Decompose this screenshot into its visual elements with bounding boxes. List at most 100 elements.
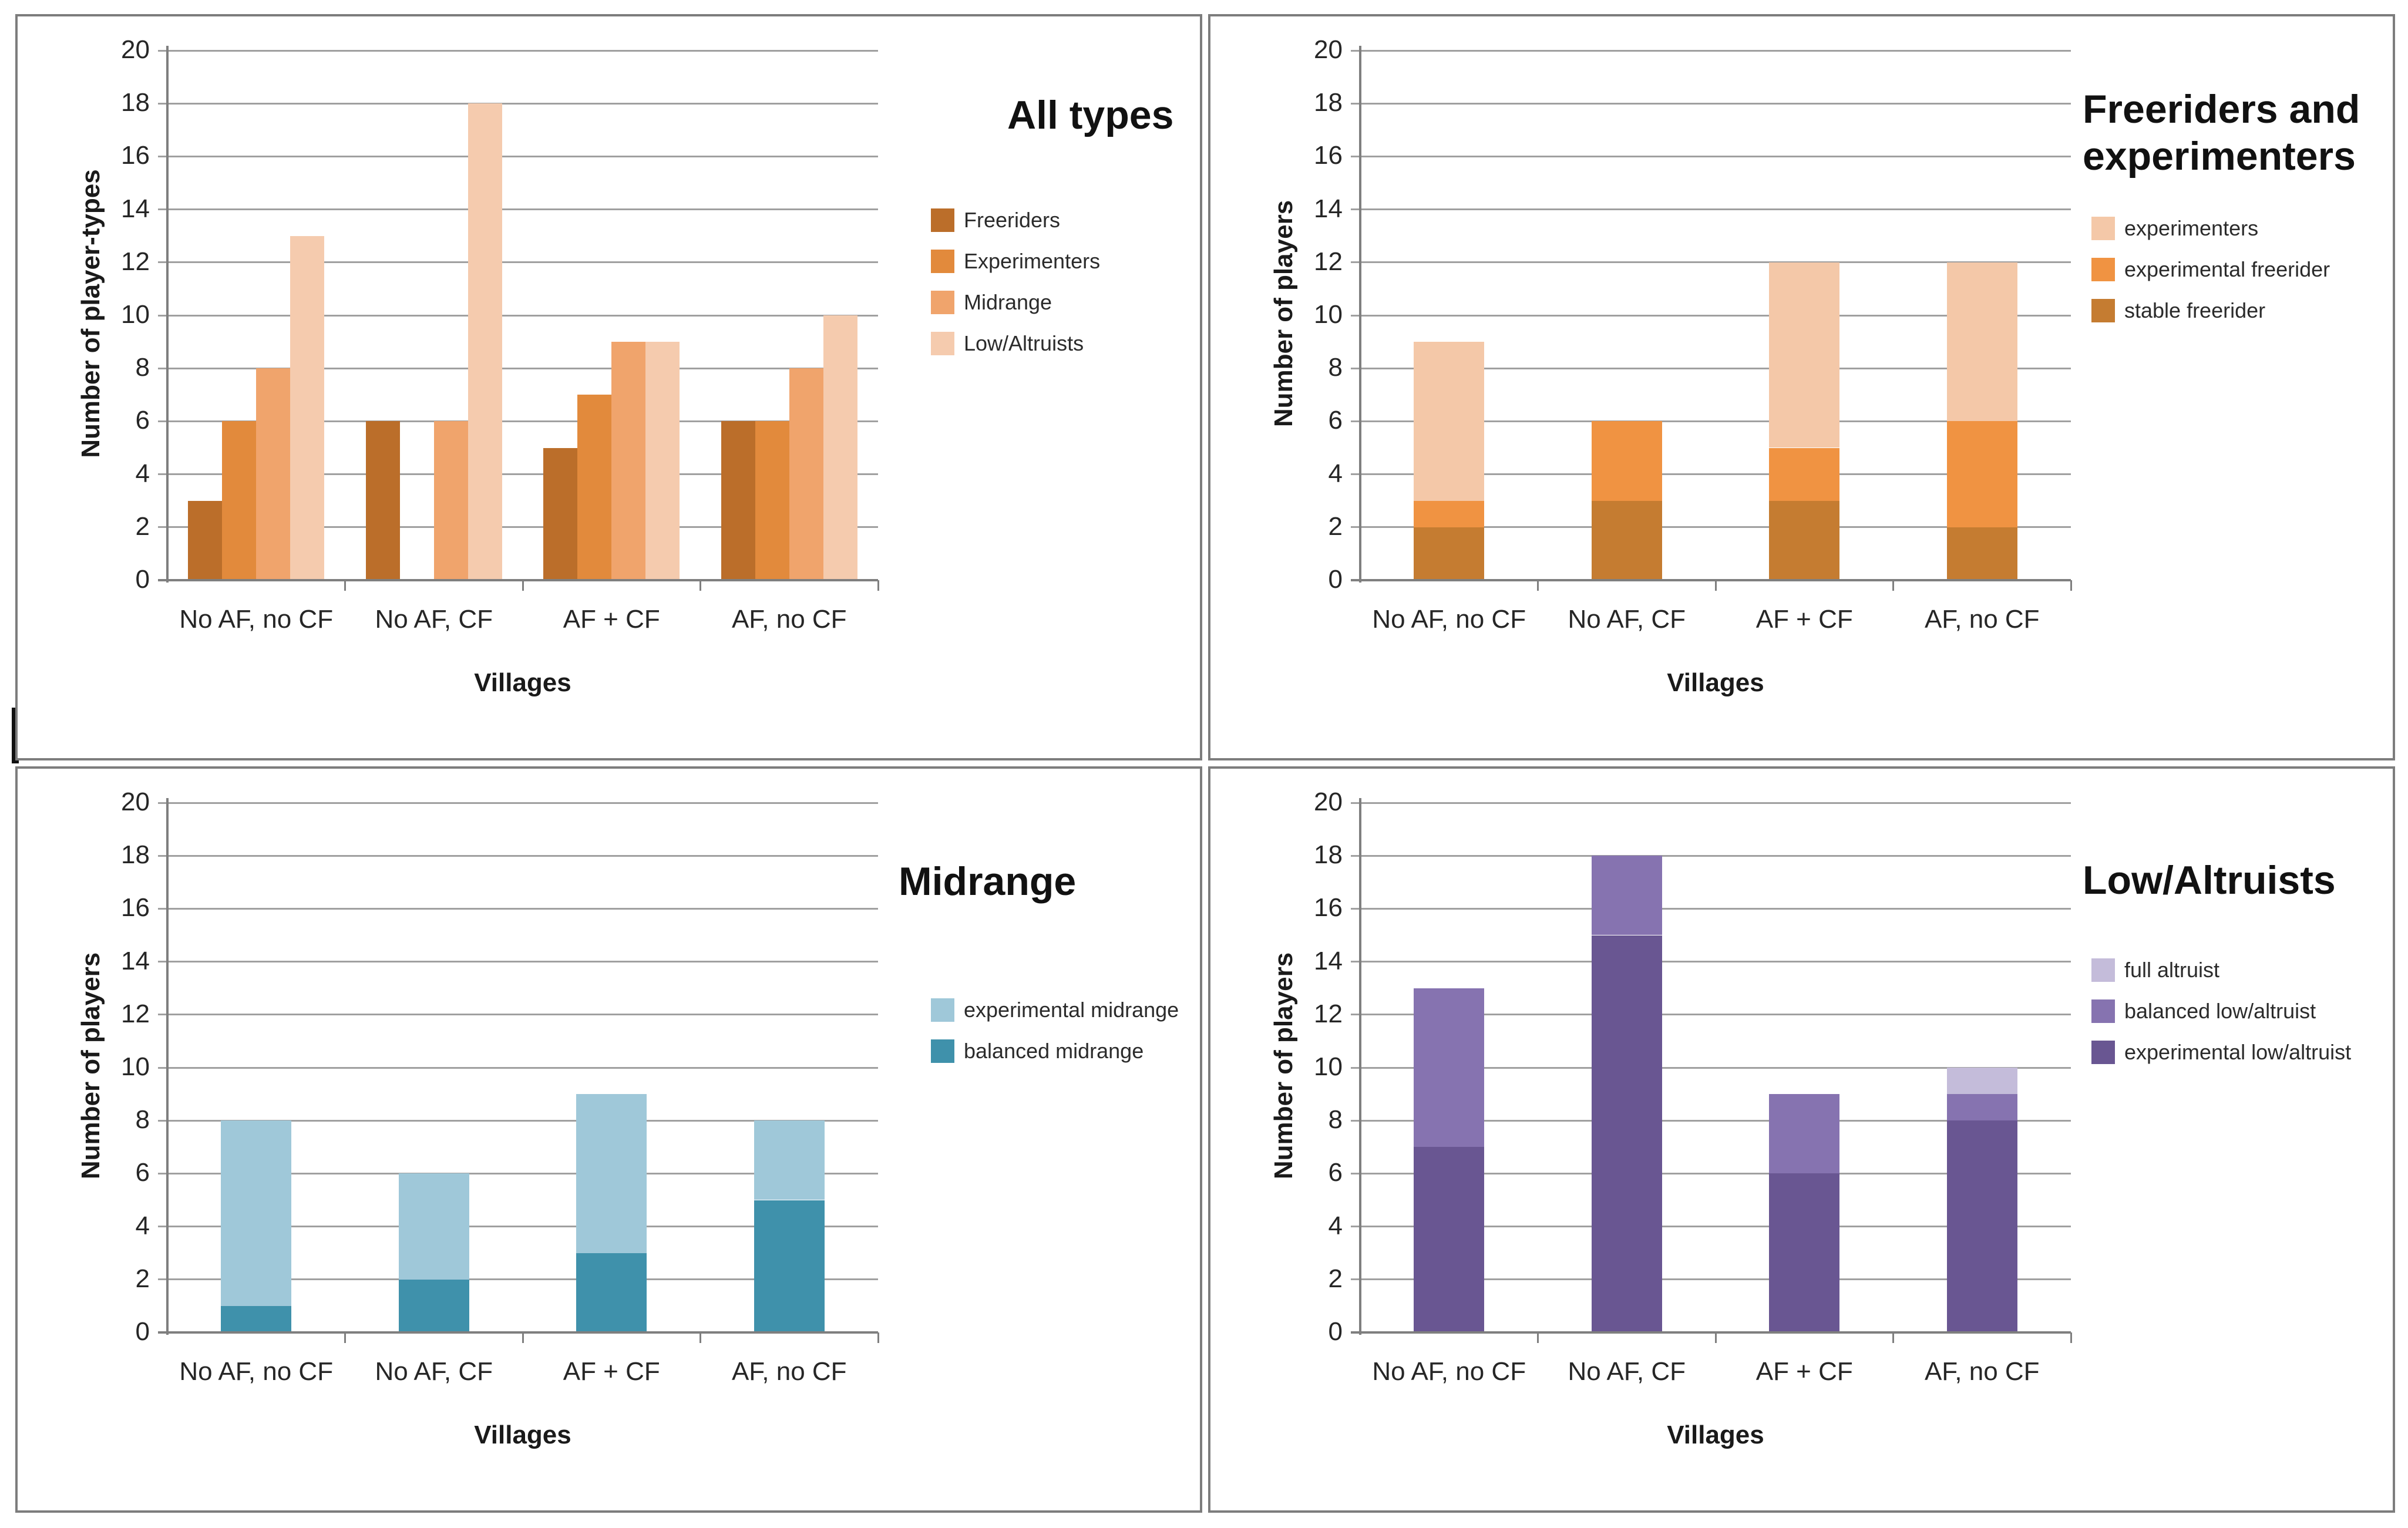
legend-swatch [2091,958,2115,982]
x-axis-line [158,579,878,581]
bar-segment [1414,500,1485,527]
chart-grid: 0 2 4 6 8 10 12 14 16 18 20 No AF, no CF No AF, CF AF… [15,14,2395,1513]
y-tick-label: 18 [1314,840,1343,870]
grid-line [1351,1066,2071,1069]
y-tick-label: 10 [121,300,150,329]
bar-segment [1769,1173,1840,1332]
y-tick-label: 14 [1314,194,1343,223]
grid-line [1351,1119,2071,1122]
bar-segment [1769,262,1840,448]
bar-segment [1946,1094,2017,1121]
legend-label: Freeriders [964,208,1061,233]
legend-label: balanced low/altruist [2124,999,2316,1024]
legend: full altruist balanced low/altruist experi… [2074,958,2393,1065]
legend-label: Low/Altruists [964,331,1084,356]
x-axis-title: Villages [1667,668,1764,697]
legend: experimenters experimental freerider stabl… [2074,216,2393,323]
y-tick-label: 0 [135,565,150,594]
x-axis-line [1351,1331,2071,1334]
grid-line [1351,1014,2071,1016]
y-tick-label: 6 [135,1158,150,1187]
x-category-label: No AF, no CF [1372,1357,1526,1386]
chart-side-column: Freeriders and experimenters experimente… [2074,16,2393,758]
y-tick-label: 4 [1328,1211,1343,1240]
bar-segment [1946,262,2017,422]
grid-line [158,314,878,317]
grid-line [1351,420,2071,422]
legend-swatch [931,332,954,356]
bar [433,421,468,580]
y-tick-label: 0 [1328,565,1343,594]
legend-label: experimental low/altruist [2124,1040,2352,1065]
legend-swatch [931,998,954,1022]
grid-line [1351,367,2071,369]
x-axis-title: Villages [474,668,571,697]
bar-segment [1414,1147,1485,1332]
x-category-label: No AF, no CF [179,1357,334,1386]
legend-swatch [931,208,954,233]
y-tick-label: 6 [135,406,150,435]
legend-item: balanced midrange [931,1039,1200,1063]
y-tick-label: 8 [1328,353,1343,382]
x-tick-mark [1714,580,1717,591]
x-category-label: AF + CF [563,1357,660,1386]
grid-line [158,473,878,476]
y-axis-line [1359,46,1361,583]
bar [468,103,502,580]
chart-panel-low-altruists: 0 2 4 6 8 10 12 14 16 18 20 No AF, no CF No AF, CF AF… [1208,766,2395,1513]
grid-line [1351,102,2071,105]
y-tick-label: 6 [1328,1158,1343,1187]
grid-line [158,1066,878,1069]
bar-segment [1769,447,1840,501]
chart-title: Low/Altruists [2083,858,2336,903]
legend-label: stable freerider [2124,298,2266,323]
x-tick-mark [1892,580,1894,591]
bar-segment [1769,500,1840,580]
y-tick-label: 16 [121,141,150,170]
legend-item: Low/Altruists [931,331,1200,356]
bar-segment [754,1120,825,1200]
bar-segment [1946,1068,2017,1095]
x-tick-mark [2070,1332,2072,1343]
bar [721,421,755,580]
bar-segment [1591,856,1662,935]
y-axis-title: Number of players [1269,952,1298,1180]
legend-swatch [2091,999,2115,1024]
y-axis-title: Number of player-types [76,169,105,458]
legend: experimental midrange balanced midrange [881,998,1200,1063]
legend-label: experimenters [2124,216,2259,241]
grid-line [158,155,878,157]
bar [222,421,257,580]
grid-line [158,208,878,211]
bar-segment [221,1305,292,1332]
legend-swatch [931,250,954,274]
bar-segment [1946,1120,2017,1332]
y-axis-title: Number of players [1269,200,1298,428]
y-tick-label: 12 [121,999,150,1028]
x-category-label: AF, no CF [731,1357,847,1386]
grid-line [158,1119,878,1122]
y-tick-label: 0 [1328,1317,1343,1346]
bar-segment [1946,421,2017,527]
chart-side-column: Low/Altruists full altruist balanced low/… [2074,769,2393,1510]
y-axis-line [1359,798,1361,1335]
bar-segment [398,1173,469,1280]
legend: Freeriders Experimenters Midrange Low/Altru… [881,208,1200,356]
grid-line [1351,526,2071,529]
bar-segment [1591,421,1662,501]
grid-line [158,420,878,422]
grid-line [1351,961,2071,963]
y-axis-title: Number of players [76,952,105,1180]
x-category-label: AF, no CF [1924,605,2040,634]
bar-segment [1414,988,1485,1147]
y-tick-label: 16 [121,893,150,923]
chart-area: 0 2 4 6 8 10 12 14 16 18 20 No AF, no CF No AF, CF AF… [18,769,881,1510]
legend-swatch [2091,217,2115,241]
chart-panel-all-types: 0 2 4 6 8 10 12 14 16 18 20 No AF, no CF No AF, CF AF… [15,14,1202,760]
grid-line [158,961,878,963]
x-category-label: AF, no CF [731,605,847,634]
bar-segment [1414,342,1485,501]
x-tick-mark [877,1332,879,1343]
chart-panel-freeriders-experimenters: 0 2 4 6 8 10 12 14 16 18 20 No AF, no CF No AF, CF AF… [1208,14,2395,760]
